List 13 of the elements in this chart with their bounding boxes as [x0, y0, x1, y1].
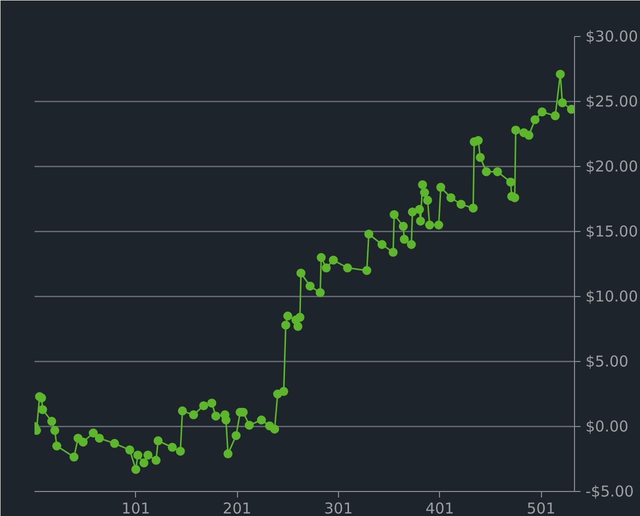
x-tick-label: 501 [526, 500, 556, 516]
y-tick-label: $20.00 [586, 158, 638, 176]
y-tick-label: $10.00 [586, 288, 638, 306]
y-tick-label: $30.00 [586, 28, 638, 46]
y-tick-label: $15.00 [586, 222, 638, 240]
x-tick-label: 201 [222, 500, 252, 516]
x-tick-label: 101 [122, 500, 150, 516]
y-tick-label: -$5.00 [586, 482, 634, 500]
x-tick-label: 401 [425, 500, 454, 516]
x-tick-label: 301 [324, 500, 353, 516]
y-tick-label: $5.00 [586, 352, 628, 370]
y-tick-label: $25.00 [586, 92, 638, 110]
y-tick-label: $0.00 [586, 418, 628, 436]
